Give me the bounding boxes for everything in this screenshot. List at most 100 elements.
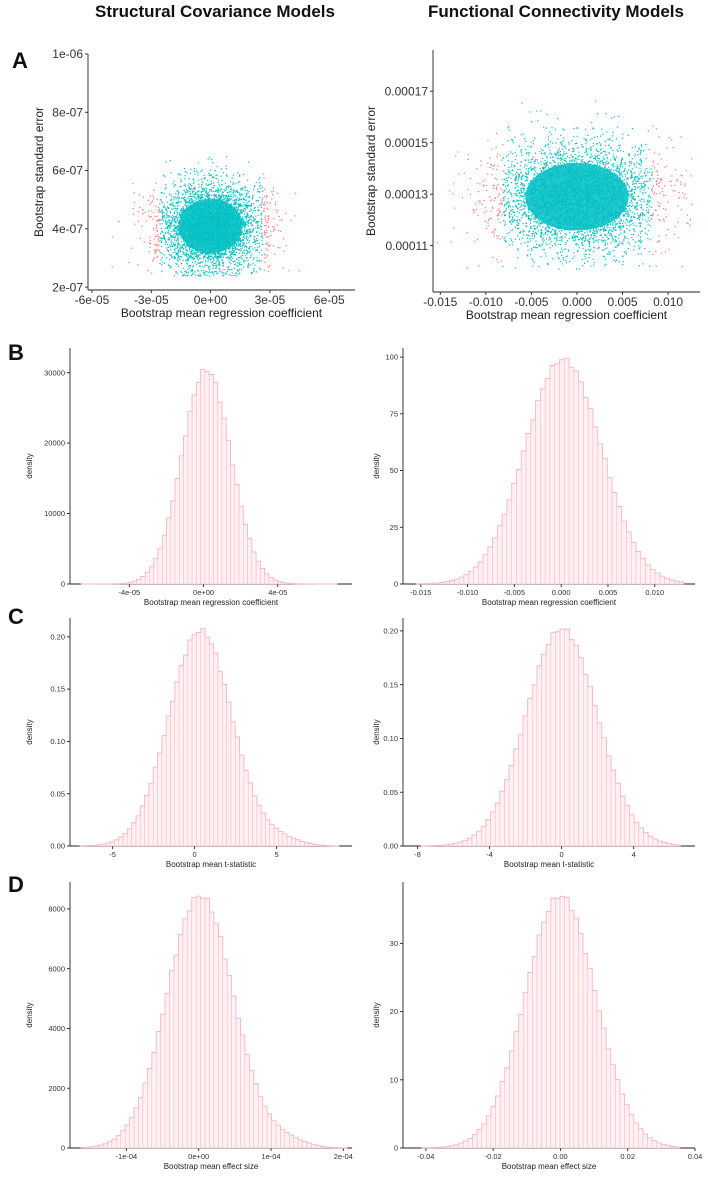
- point-inner: [191, 256, 193, 259]
- point-inner: [228, 257, 230, 259]
- point-inner: [255, 249, 257, 252]
- point-inner: [161, 256, 163, 259]
- point-inner: [197, 172, 199, 174]
- point-inner: [258, 242, 260, 245]
- point-inner: [633, 213, 635, 215]
- point-inner: [614, 159, 616, 161]
- point-inner: [217, 179, 220, 181]
- point-inner: [174, 245, 176, 247]
- point-inner: [606, 157, 608, 160]
- point-inner: [253, 268, 255, 270]
- point-inner: [229, 269, 231, 271]
- x-tick-label: 0.000: [562, 295, 592, 309]
- point-inner: [197, 250, 199, 253]
- point-outer: [271, 194, 274, 196]
- point-inner: [182, 208, 184, 210]
- point-inner: [166, 249, 169, 251]
- point-inner: [215, 267, 217, 269]
- point-inner: [617, 237, 620, 239]
- point-inner: [201, 253, 203, 255]
- point-inner: [207, 195, 210, 197]
- point-inner: [167, 232, 169, 234]
- point-inner: [178, 258, 181, 260]
- point-inner: [159, 219, 161, 221]
- point-inner: [226, 192, 228, 194]
- point-inner: [627, 241, 629, 243]
- point-inner: [198, 186, 200, 188]
- point-inner: [186, 244, 188, 246]
- point-inner: [243, 198, 245, 201]
- point-inner: [248, 161, 250, 163]
- point-inner: [184, 183, 186, 185]
- point-inner: [630, 163, 632, 165]
- point-inner: [188, 256, 190, 259]
- point-inner: [182, 193, 184, 195]
- point-outer: [154, 235, 156, 237]
- point-inner: [254, 218, 257, 221]
- point-inner: [246, 231, 248, 233]
- point-inner: [585, 143, 587, 145]
- point-inner: [256, 226, 259, 228]
- point-inner: [256, 257, 258, 259]
- point-inner: [169, 236, 172, 238]
- point-inner: [192, 182, 194, 185]
- point-inner: [162, 202, 164, 204]
- point-inner: [622, 255, 624, 257]
- point-inner: [243, 197, 245, 199]
- point-inner: [200, 269, 203, 272]
- point-inner: [626, 227, 628, 230]
- point-inner: [224, 252, 227, 255]
- point-inner: [246, 207, 249, 209]
- point-inner: [256, 222, 259, 224]
- point-outer: [265, 256, 268, 258]
- point-inner: [173, 220, 175, 222]
- point-inner: [214, 262, 216, 265]
- point-inner: [224, 195, 227, 197]
- point-inner: [191, 188, 193, 191]
- point-inner: [209, 257, 211, 259]
- point-outer: [118, 221, 120, 223]
- point-inner: [243, 221, 245, 223]
- point-inner: [163, 254, 165, 256]
- point-inner: [242, 237, 244, 239]
- point-inner: [528, 209, 530, 212]
- point-inner: [177, 239, 180, 241]
- point-inner: [558, 148, 561, 150]
- point-inner: [261, 199, 263, 201]
- point-inner: [176, 229, 179, 231]
- point-inner: [637, 176, 639, 178]
- point-inner: [206, 256, 209, 259]
- point-inner: [543, 249, 545, 251]
- point-inner: [235, 199, 238, 201]
- point-outer: [150, 272, 153, 274]
- point-inner: [221, 253, 223, 256]
- point-inner: [245, 200, 247, 202]
- point-outer: [263, 173, 265, 175]
- point-inner: [203, 178, 205, 180]
- point-inner: [576, 244, 578, 246]
- point-outer: [147, 269, 149, 272]
- point-inner: [224, 252, 226, 254]
- point-inner: [229, 180, 232, 182]
- point-outer: [158, 239, 160, 241]
- point-outer: [265, 248, 267, 250]
- point-outer: [263, 232, 265, 234]
- point-outer: [266, 207, 268, 209]
- point-inner: [242, 234, 244, 236]
- point-inner: [160, 259, 162, 261]
- point-inner: [196, 263, 198, 266]
- point-inner: [171, 221, 173, 223]
- point-inner: [183, 199, 185, 201]
- point-inner: [187, 201, 189, 203]
- point-inner: [226, 257, 228, 259]
- point-outer: [141, 225, 143, 227]
- point-inner: [176, 263, 178, 265]
- point-inner: [255, 215, 257, 217]
- point-inner: [228, 251, 230, 253]
- point-inner: [558, 154, 560, 157]
- point-inner: [509, 238, 511, 240]
- point-inner: [209, 268, 211, 270]
- point-inner: [174, 258, 176, 260]
- point-inner: [194, 274, 196, 276]
- point-inner: [247, 206, 249, 208]
